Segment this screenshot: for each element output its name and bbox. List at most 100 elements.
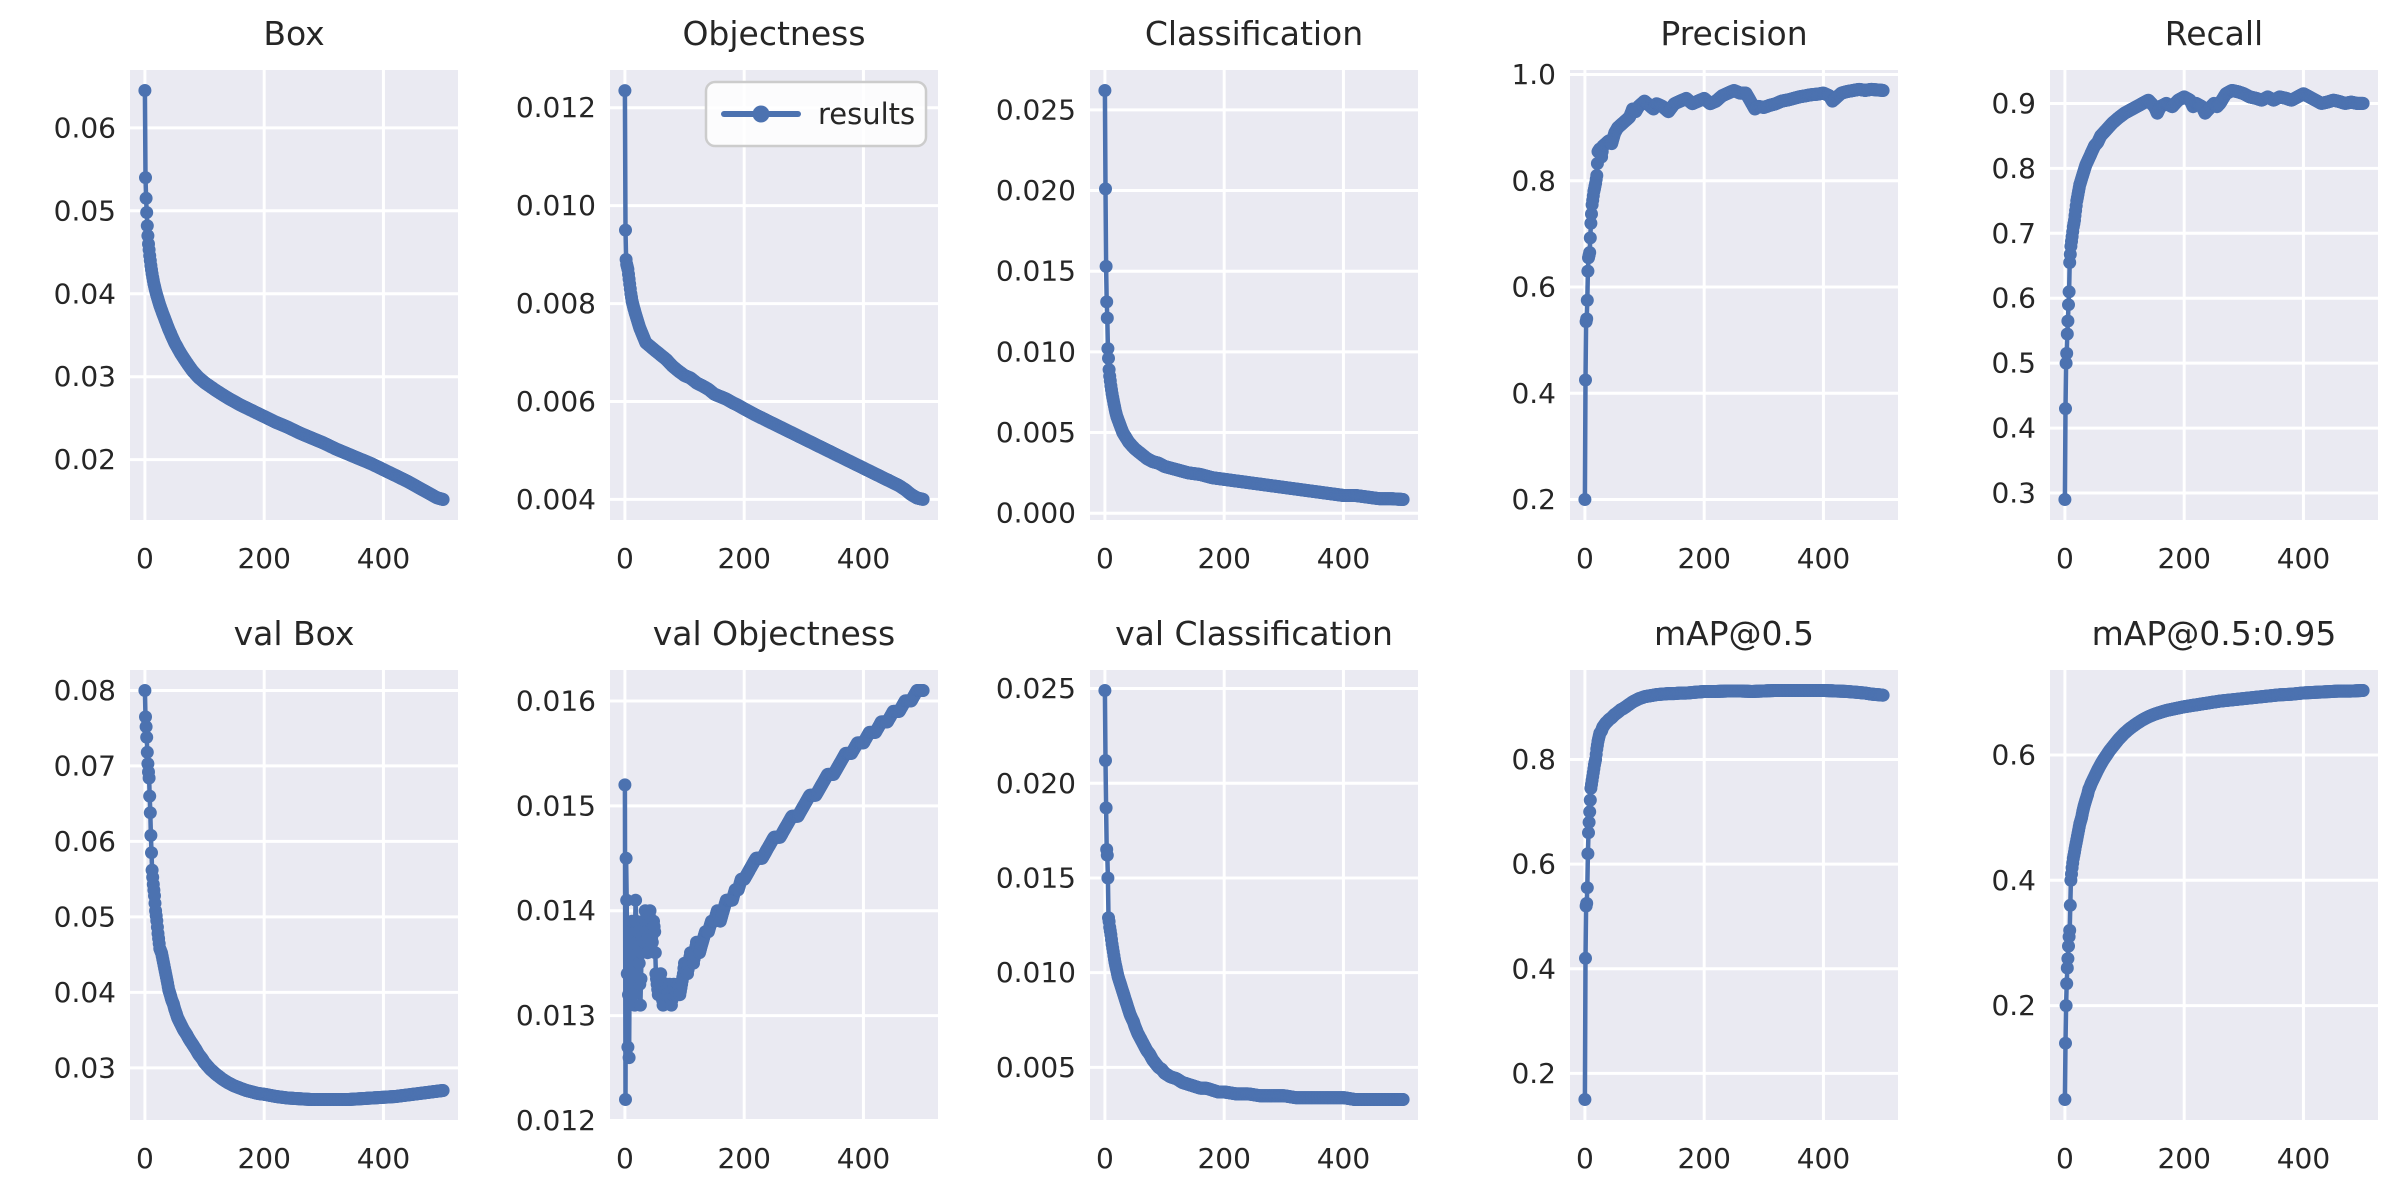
y-tick-label: 0.06 — [54, 111, 116, 144]
x-tick-label: 200 — [237, 1142, 290, 1175]
plot-val-box-loss: 0.03 0.04 0.05 0.06 0.07 0.08 0 200 400 val Box — [54, 614, 458, 1175]
y-tick-label: 0.3 — [1991, 477, 2036, 510]
y-tick-label: 0.010 — [996, 335, 1076, 368]
x-tick-label: 0 — [1096, 542, 1114, 575]
y-tick-label: 0.006 — [516, 385, 596, 418]
y-tick-label: 0.6 — [1511, 848, 1556, 881]
y-tick-label: 0.6 — [1991, 738, 2036, 771]
x-tick-label: 400 — [2277, 1142, 2330, 1175]
plot-map-05: 0.2 0.4 0.6 0.8 0 200 400 mAP@0.5 — [1511, 614, 1898, 1175]
y-tick-label: 0.4 — [1511, 377, 1556, 410]
x-tick-label: 200 — [1197, 542, 1250, 575]
y-tick-label: 0.015 — [516, 789, 596, 822]
series-markers — [1098, 684, 1410, 1106]
x-tick-label: 0 — [1096, 1142, 1114, 1175]
x-tick-label: 400 — [1317, 1142, 1370, 1175]
x-tick-label: 400 — [2277, 542, 2330, 575]
y-tick-label: 0.025 — [996, 93, 1076, 126]
x-tick-label: 200 — [1197, 1142, 1250, 1175]
y-tick-label: 0.9 — [1991, 87, 2036, 120]
y-tick-label: 0.7 — [1991, 217, 2036, 250]
series-markers — [618, 84, 930, 506]
y-tick-label: 0.02 — [54, 443, 116, 476]
x-tick-label: 0 — [616, 1142, 634, 1175]
y-tick-label: 0.4 — [1511, 952, 1556, 985]
x-tick-label: 0 — [616, 542, 634, 575]
x-tick-label: 0 — [1576, 1142, 1594, 1175]
plot-title: val Objectness — [653, 614, 896, 653]
plot-area — [1570, 670, 1898, 1120]
x-tick-label: 400 — [357, 1142, 410, 1175]
x-tick-label: 0 — [1576, 542, 1594, 575]
x-tick-label: 400 — [1797, 542, 1850, 575]
y-tick-label: 0.06 — [54, 825, 116, 858]
y-tick-label: 0.010 — [516, 189, 596, 222]
series-markers — [2058, 84, 2370, 506]
x-tick-label: 200 — [717, 542, 770, 575]
x-tick-label: 0 — [2056, 542, 2074, 575]
y-tick-label: 0.2 — [1511, 483, 1556, 516]
y-tick-label: 0.000 — [996, 497, 1076, 530]
y-tick-label: 0.004 — [516, 483, 596, 516]
plot-classification-loss: 0.000 0.005 0.010 0.015 0.020 0.025 0 200 400 Cla… — [996, 14, 1418, 575]
y-tick-label: 0.012 — [516, 1104, 596, 1137]
plot-title: val Box — [234, 614, 355, 653]
plot-area — [610, 670, 938, 1120]
y-tick-label: 0.2 — [1511, 1057, 1556, 1090]
y-tick-label: 0.8 — [1511, 164, 1556, 197]
y-tick-label: 0.6 — [1991, 282, 2036, 315]
x-tick-label: 200 — [1677, 542, 1730, 575]
plot-title: Classification — [1145, 14, 1363, 53]
y-tick-label: 0.005 — [996, 1051, 1076, 1084]
plot-val-classification-loss: 0.005 0.010 0.015 0.020 0.025 0 200 400 val Clas… — [996, 614, 1418, 1175]
series-markers — [138, 684, 450, 1106]
y-tick-label: 0.05 — [54, 900, 116, 933]
y-tick-label: 0.08 — [54, 674, 116, 707]
y-tick-label: 0.8 — [1511, 743, 1556, 776]
y-tick-label: 0.03 — [54, 360, 116, 393]
y-tick-label: 0.07 — [54, 749, 116, 782]
x-tick-label: 200 — [237, 542, 290, 575]
y-tick-label: 0.03 — [54, 1051, 116, 1084]
plot-area — [2050, 70, 2378, 520]
x-tick-label: 200 — [2157, 542, 2210, 575]
legend-box — [704, 80, 928, 148]
x-tick-label: 200 — [1677, 1142, 1730, 1175]
y-tick-label: 0.020 — [996, 174, 1076, 207]
y-tick-label: 0.010 — [996, 956, 1076, 989]
x-tick-label: 0 — [136, 1142, 154, 1175]
legend-marker-icon — [752, 105, 770, 123]
y-tick-label: 0.012 — [516, 91, 596, 124]
plot-title: Box — [263, 14, 324, 53]
y-tick-label: 0.6 — [1511, 271, 1556, 304]
plot-box-loss: 0.02 0.03 0.04 0.05 0.06 0 200 400 Box — [54, 14, 458, 575]
y-tick-label: 0.013 — [516, 999, 596, 1032]
series-markers — [1098, 84, 1410, 506]
y-tick-label: 0.05 — [54, 194, 116, 227]
x-tick-label: 400 — [1317, 542, 1370, 575]
series-markers — [138, 84, 450, 506]
series-markers — [1578, 684, 1890, 1106]
plot-area — [1570, 70, 1898, 520]
y-tick-label: 1.0 — [1511, 58, 1556, 91]
plot-recall: 0.3 0.4 0.5 0.6 0.7 0.8 0.9 0 200 400 Recall — [1991, 14, 2378, 575]
y-tick-label: 0.5 — [1991, 347, 2036, 380]
y-tick-label: 0.015 — [996, 255, 1076, 288]
x-tick-label: 400 — [837, 542, 890, 575]
x-tick-label: 400 — [1797, 1142, 1850, 1175]
y-tick-label: 0.4 — [1991, 412, 2036, 445]
plot-title: Precision — [1660, 14, 1807, 53]
y-tick-label: 0.020 — [996, 767, 1076, 800]
y-tick-label: 0.04 — [54, 976, 116, 1009]
plot-map-05-095: 0.2 0.4 0.6 0 200 400 mAP@0.5:0.95 — [1991, 614, 2378, 1175]
x-tick-label: 200 — [717, 1142, 770, 1175]
x-tick-label: 400 — [357, 542, 410, 575]
x-tick-label: 0 — [2056, 1142, 2074, 1175]
plot-area — [1090, 670, 1418, 1120]
x-tick-label: 200 — [2157, 1142, 2210, 1175]
y-tick-label: 0.008 — [516, 287, 596, 320]
legend-label: results — [818, 97, 915, 131]
series-markers — [618, 684, 930, 1106]
plot-objectness-loss: 0.004 0.006 0.008 0.010 0.012 0 200 400 Objectne… — [516, 14, 938, 575]
